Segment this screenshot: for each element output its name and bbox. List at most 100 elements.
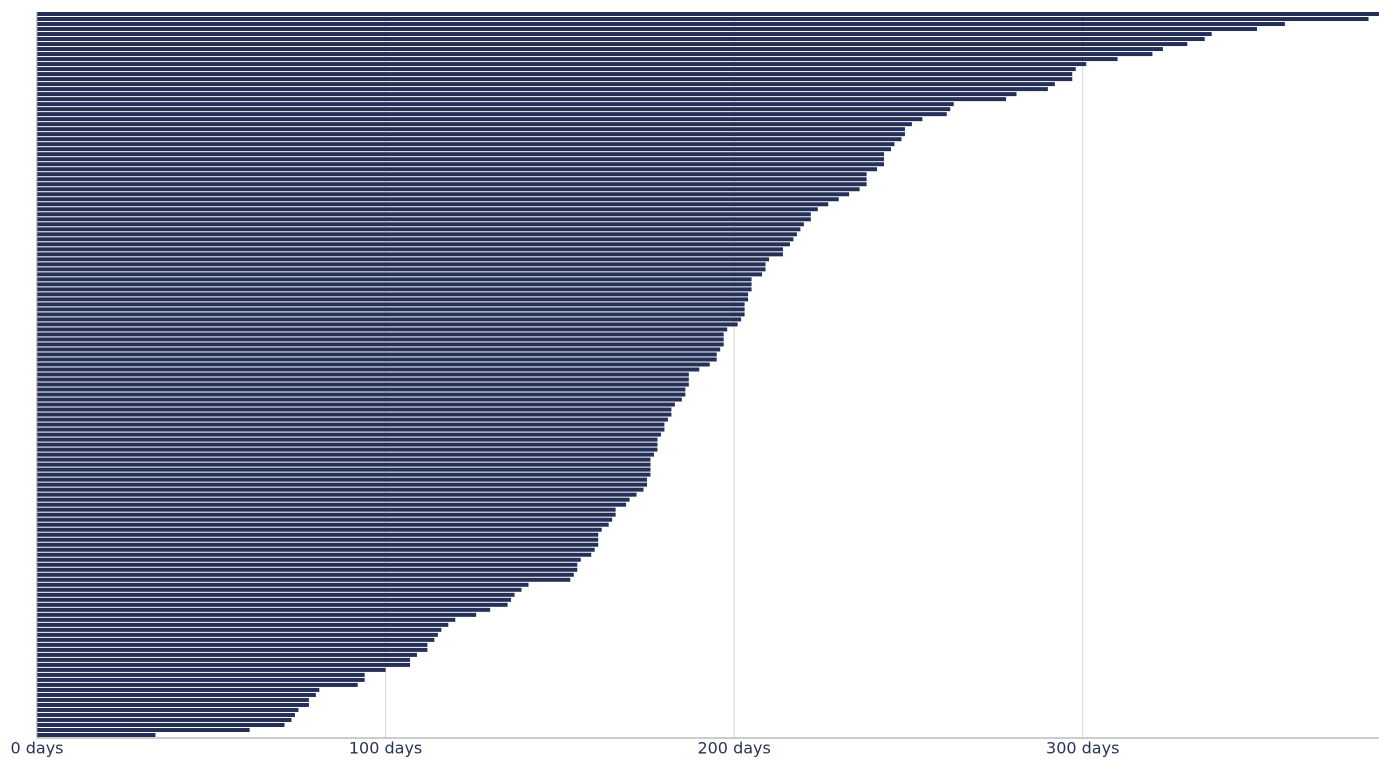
bar bbox=[37, 217, 811, 222]
bar bbox=[37, 547, 595, 552]
bar bbox=[37, 252, 783, 257]
bar bbox=[37, 662, 410, 667]
bar bbox=[37, 717, 292, 722]
bar bbox=[37, 102, 954, 107]
bar bbox=[37, 647, 428, 652]
bar bbox=[37, 52, 1153, 57]
bar bbox=[37, 97, 1007, 102]
bar bbox=[37, 502, 627, 507]
bar bbox=[37, 142, 895, 147]
bar bbox=[37, 122, 912, 127]
bar bbox=[37, 312, 745, 317]
bar bbox=[37, 472, 651, 477]
bar bbox=[37, 147, 891, 152]
bar bbox=[37, 222, 804, 227]
bar bbox=[37, 82, 1055, 87]
bar bbox=[37, 177, 867, 182]
bar bbox=[37, 57, 1118, 62]
bar bbox=[37, 372, 689, 377]
bar bbox=[37, 182, 867, 187]
bar bbox=[37, 127, 905, 132]
x-tick-label: 100 days bbox=[349, 739, 422, 758]
bar bbox=[37, 342, 724, 347]
bar bbox=[37, 427, 665, 432]
bar bbox=[37, 67, 1076, 72]
bar bbox=[37, 202, 829, 207]
bar bbox=[37, 452, 654, 457]
bar bbox=[37, 112, 947, 117]
bar bbox=[37, 422, 665, 427]
bar bbox=[37, 322, 738, 327]
bar bbox=[37, 702, 309, 707]
bar bbox=[37, 92, 1017, 97]
bar bbox=[37, 587, 522, 592]
bar bbox=[37, 257, 769, 262]
bar bbox=[37, 117, 923, 122]
bar bbox=[37, 497, 630, 502]
bar bbox=[37, 642, 428, 647]
bar bbox=[37, 457, 651, 462]
bar bbox=[37, 382, 689, 387]
bar bbox=[37, 167, 878, 172]
bar bbox=[37, 672, 365, 677]
bar bbox=[37, 477, 647, 482]
bar bbox=[37, 347, 721, 352]
bar bbox=[37, 407, 672, 412]
bar bbox=[37, 577, 571, 582]
bar bbox=[37, 712, 295, 717]
bar bbox=[37, 367, 700, 372]
bar bbox=[37, 512, 616, 517]
bar bbox=[37, 317, 742, 322]
bar bbox=[37, 162, 885, 167]
bar bbox=[37, 192, 850, 197]
bar bbox=[37, 247, 783, 252]
bar bbox=[37, 377, 689, 382]
bar bbox=[37, 302, 745, 307]
bar bbox=[37, 362, 710, 367]
bar bbox=[37, 492, 637, 497]
bar bbox=[37, 637, 435, 642]
bar bbox=[37, 17, 1369, 22]
bar bbox=[37, 517, 613, 522]
bar bbox=[37, 157, 885, 162]
bar bbox=[37, 327, 728, 332]
bar bbox=[37, 447, 658, 452]
bar bbox=[37, 297, 749, 302]
bar bbox=[37, 402, 675, 407]
bar bbox=[37, 292, 749, 297]
bar bbox=[37, 232, 797, 237]
bar bbox=[37, 197, 839, 202]
bar bbox=[37, 692, 316, 697]
bar bbox=[37, 332, 724, 337]
bar bbox=[37, 687, 320, 692]
bar bbox=[37, 207, 818, 212]
bar bbox=[37, 527, 602, 532]
bar bbox=[37, 667, 386, 672]
bar bbox=[37, 352, 717, 357]
bar bbox=[37, 417, 668, 422]
bar bbox=[37, 187, 860, 192]
bar bbox=[37, 522, 609, 527]
bar bbox=[37, 462, 651, 467]
bar bbox=[37, 272, 763, 277]
bar bbox=[37, 172, 867, 177]
bar bbox=[37, 482, 647, 487]
bar bbox=[37, 282, 752, 287]
bar bbox=[37, 137, 902, 142]
bar bbox=[37, 152, 885, 157]
bar bbox=[37, 562, 578, 567]
bar bbox=[37, 602, 508, 607]
bar bbox=[37, 227, 801, 232]
bar bbox=[37, 592, 515, 597]
bar bbox=[37, 22, 1285, 27]
bar bbox=[37, 267, 766, 272]
bar bbox=[37, 612, 477, 617]
bar bbox=[37, 677, 365, 682]
bar bbox=[37, 722, 285, 727]
bar bbox=[37, 732, 156, 737]
bar bbox=[37, 237, 794, 242]
bar bbox=[37, 392, 686, 397]
bar bbox=[37, 437, 658, 442]
bar bbox=[37, 412, 672, 417]
